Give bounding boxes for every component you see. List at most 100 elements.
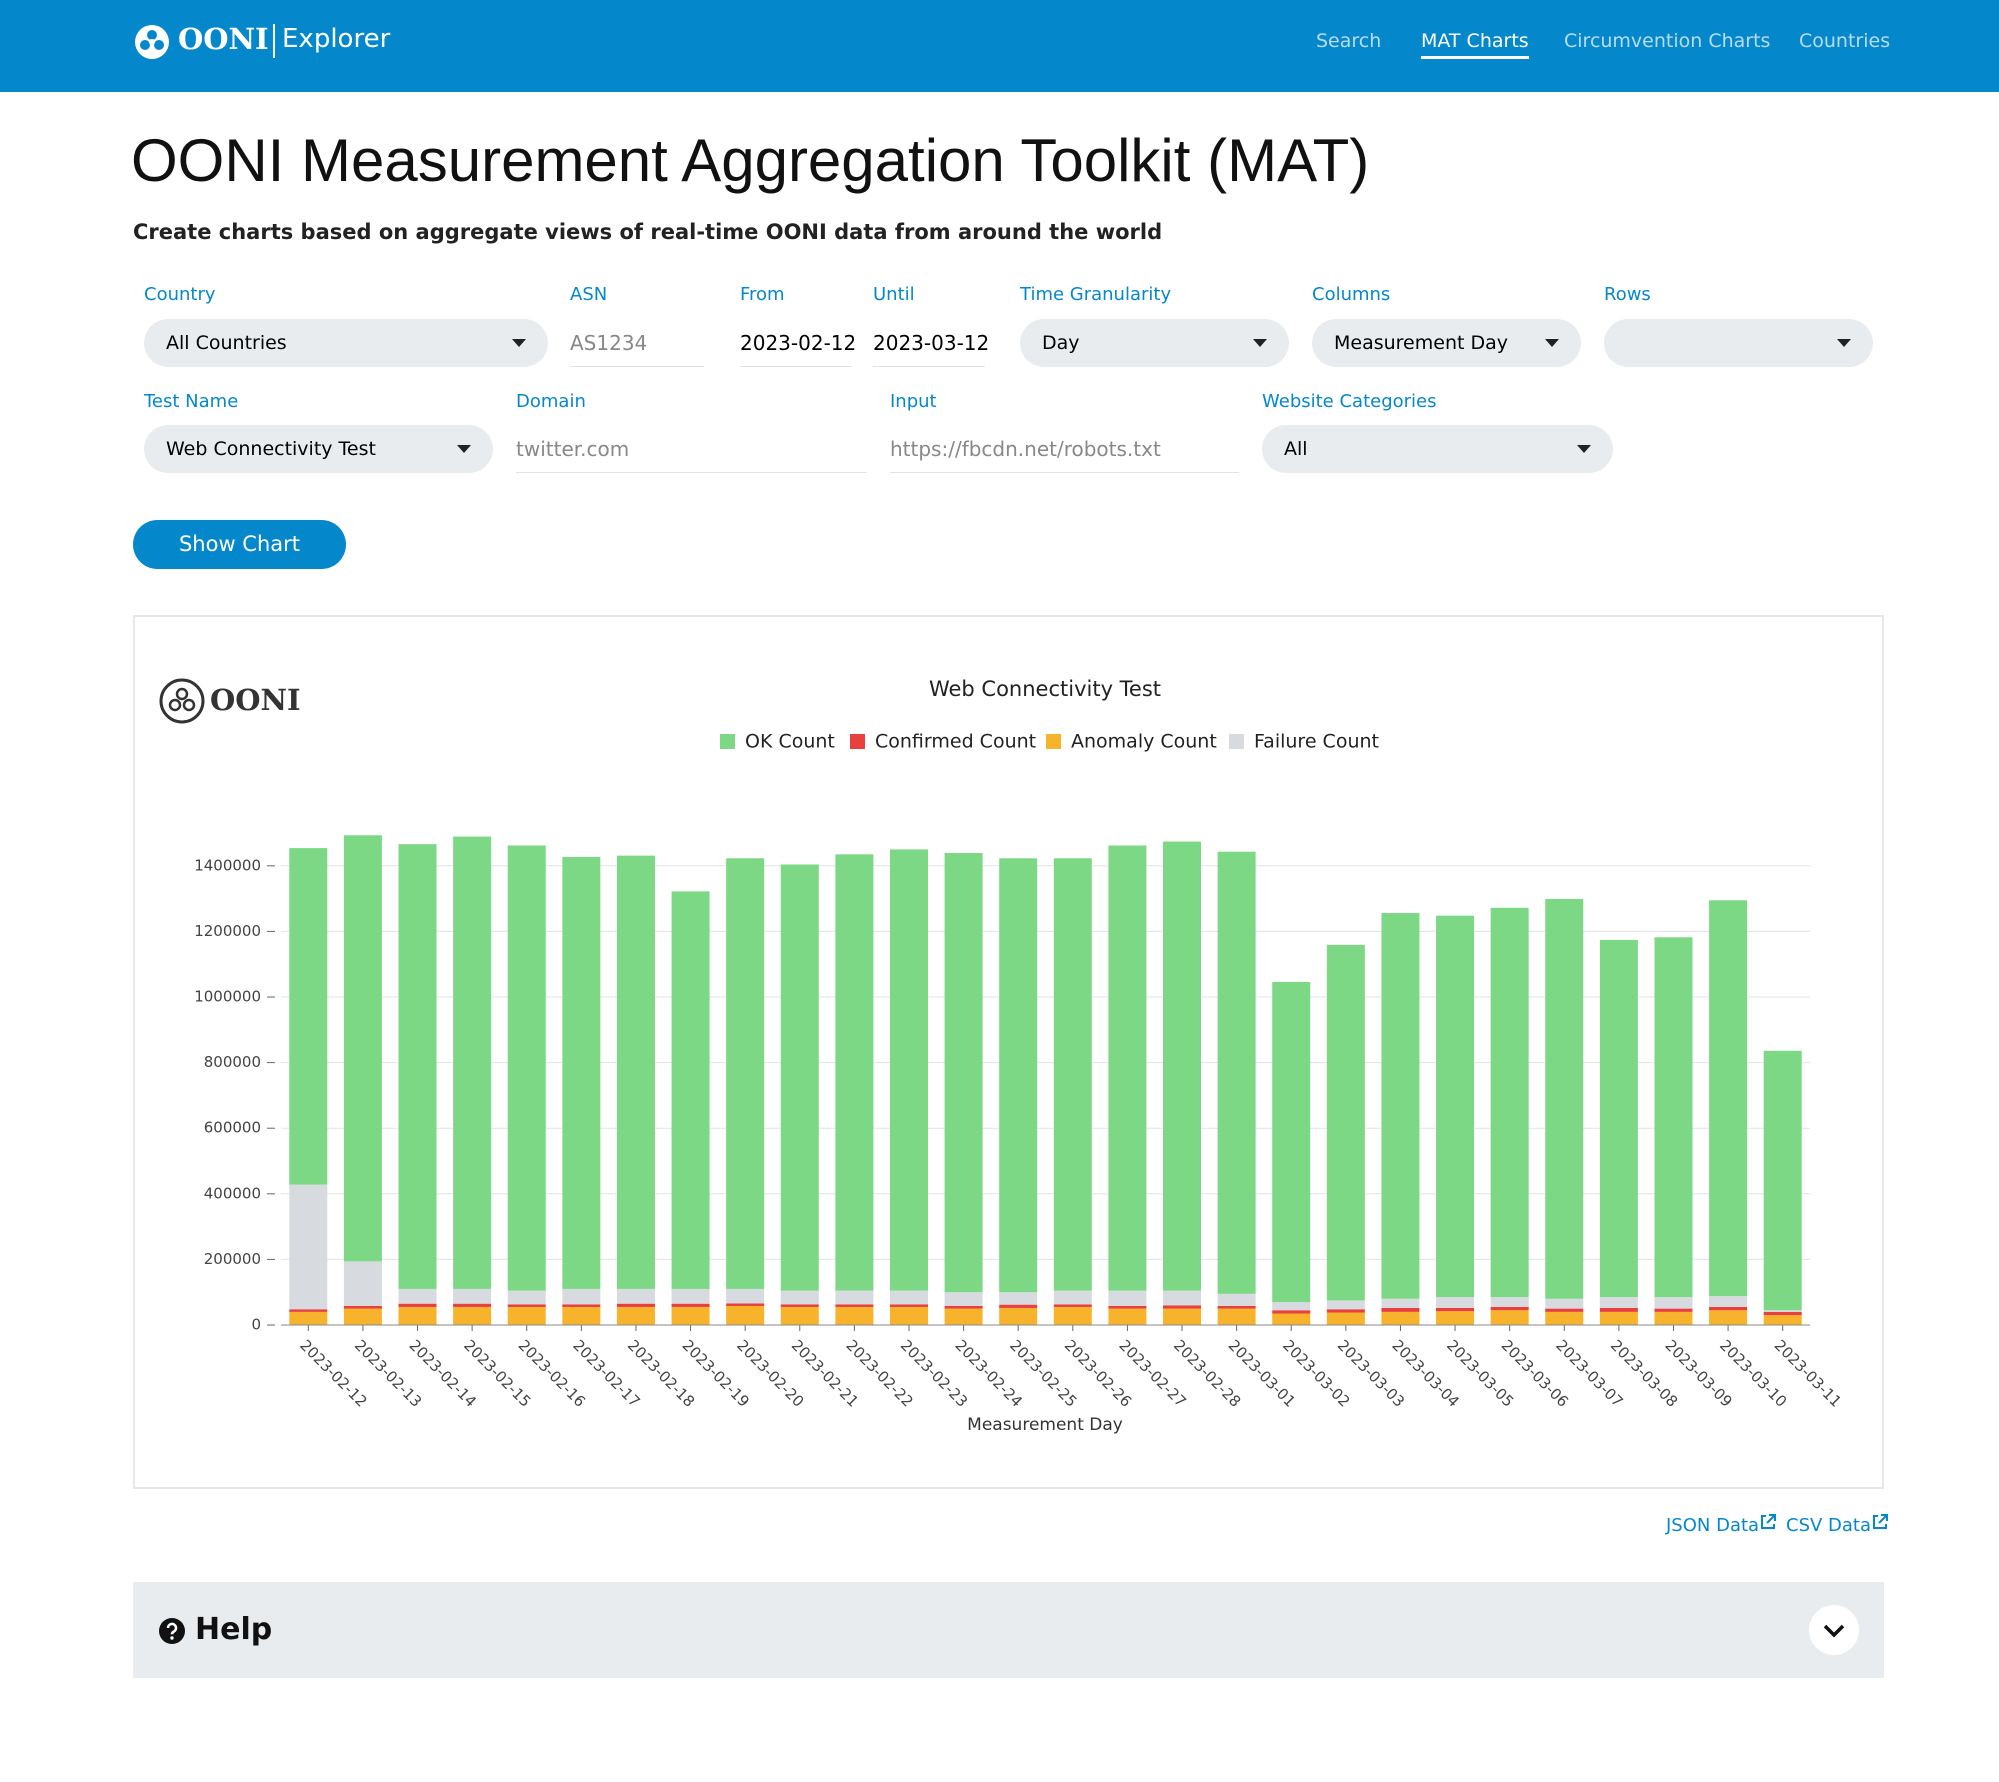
logo-icon (133, 23, 171, 61)
bar-segment (1381, 1299, 1419, 1308)
nav-link[interactable]: MAT Charts (1421, 30, 1529, 59)
bar-segment (562, 857, 600, 1289)
bar-segment (1108, 1291, 1146, 1306)
logo-text: OONI (178, 22, 269, 56)
field-label: Input (890, 391, 937, 412)
csv-link-text: CSV Data (1786, 1515, 1871, 1536)
bar-segment (399, 1304, 437, 1307)
bar-segment (781, 864, 819, 1290)
logo-product: Explorer (282, 24, 390, 54)
rows-select[interactable] (1604, 319, 1873, 367)
bar-segment (835, 1307, 873, 1325)
bar-segment (1709, 900, 1747, 1296)
nav-link[interactable]: Search (1316, 30, 1381, 52)
bar-segment (1491, 1310, 1529, 1325)
nav-link[interactable]: Circumvention Charts (1564, 30, 1770, 52)
field-label: Test Name (144, 391, 238, 412)
y-tick-label: 1400000 (194, 856, 261, 874)
bar-segment (1218, 1306, 1256, 1309)
bar-segment (890, 1291, 928, 1305)
bar-segment (835, 1291, 873, 1305)
bar-segment (1163, 1291, 1201, 1306)
field-label: Country (144, 284, 216, 305)
bar-segment (890, 849, 928, 1290)
granularity-select[interactable]: Day (1020, 319, 1289, 367)
bar-segment (672, 1289, 710, 1304)
bar-segment (562, 1304, 600, 1307)
bar-segment (726, 1303, 764, 1306)
columns-select[interactable]: Measurement Day (1312, 319, 1581, 367)
bar-segment (1272, 1314, 1310, 1325)
bar-segment (1108, 845, 1146, 1290)
bar-segment (1654, 1312, 1692, 1325)
bar-segment (672, 1304, 710, 1307)
bar-segment (1654, 937, 1692, 1297)
field-label: Time Granularity (1020, 284, 1171, 305)
bar-segment (1545, 1312, 1583, 1325)
bar-segment (1764, 1051, 1802, 1310)
bar-segment (1163, 1309, 1201, 1325)
bar-segment (399, 1289, 437, 1304)
bar-segment (1545, 1309, 1583, 1312)
bar-segment (617, 856, 655, 1289)
bar-segment (1764, 1310, 1802, 1312)
bar-segment (1654, 1309, 1692, 1312)
legend-swatch (1046, 734, 1061, 749)
bar-segment (453, 1307, 491, 1325)
help-toggle[interactable] (1809, 1605, 1859, 1655)
bar-segment (617, 1307, 655, 1325)
bar-segment (617, 1304, 655, 1307)
legend-swatch (1229, 734, 1244, 749)
watermark-icon (161, 680, 203, 722)
domain-input[interactable]: twitter.com (516, 425, 867, 473)
country-select[interactable]: All Countries (144, 319, 548, 367)
field-label: Website Categories (1262, 391, 1437, 412)
bar-segment (1108, 1306, 1146, 1309)
categories-select[interactable]: All (1262, 425, 1613, 473)
field-label: Domain (516, 391, 586, 412)
y-tick-label: 400000 (204, 1184, 261, 1202)
field-label: Columns (1312, 284, 1390, 305)
bar-segment (1545, 899, 1583, 1299)
until-input[interactable]: 2023-03-12 (873, 319, 985, 367)
bar-segment (945, 1306, 983, 1309)
bar-segment (1600, 1308, 1638, 1312)
y-tick-label: 800000 (204, 1053, 261, 1071)
bar-segment (1327, 945, 1365, 1301)
asn-input[interactable]: AS1234 (570, 319, 704, 367)
csv-link[interactable]: CSV Data (1786, 1513, 1889, 1536)
bar-segment (1491, 1307, 1529, 1310)
json-link[interactable]: JSON Data (1666, 1513, 1777, 1536)
chart: OONI Web Connectivity Test Measurement D… (135, 617, 1882, 1487)
bar-segment (289, 1309, 327, 1312)
bar-segment (1218, 1294, 1256, 1306)
test-name-select[interactable]: Web Connectivity Test (144, 425, 493, 473)
bar-segment (945, 1292, 983, 1306)
show-chart-button[interactable]: Show Chart (133, 520, 346, 569)
page-subtitle: Create charts based on aggregate views o… (133, 220, 1162, 244)
field-label: From (740, 284, 785, 305)
bar-segment (289, 1185, 327, 1310)
y-tick-label: 0 (251, 1316, 261, 1334)
bar-segment (508, 845, 546, 1290)
bar-segment (1709, 1296, 1747, 1307)
bar-segment (945, 853, 983, 1292)
bar-segment (835, 854, 873, 1290)
bar-segment (999, 1305, 1037, 1308)
nav-link[interactable]: Countries (1799, 30, 1890, 52)
bar-segment (399, 844, 437, 1289)
bar-segment (562, 1307, 600, 1325)
bar-segment (1108, 1309, 1146, 1325)
bar-segment (1054, 1307, 1092, 1325)
from-input[interactable]: 2023-02-12 (740, 319, 852, 367)
bar-segment (1709, 1310, 1747, 1325)
field-label: Until (873, 284, 915, 305)
input-input[interactable]: https://fbcdn.net/robots.txt (890, 425, 1239, 473)
chart-title: Web Connectivity Test (929, 677, 1161, 701)
y-tick-label: 1200000 (194, 922, 261, 940)
bar-segment (890, 1304, 928, 1307)
bar-segment (453, 837, 491, 1289)
bar-segment (1327, 1300, 1365, 1309)
bar-segment (726, 1306, 764, 1325)
